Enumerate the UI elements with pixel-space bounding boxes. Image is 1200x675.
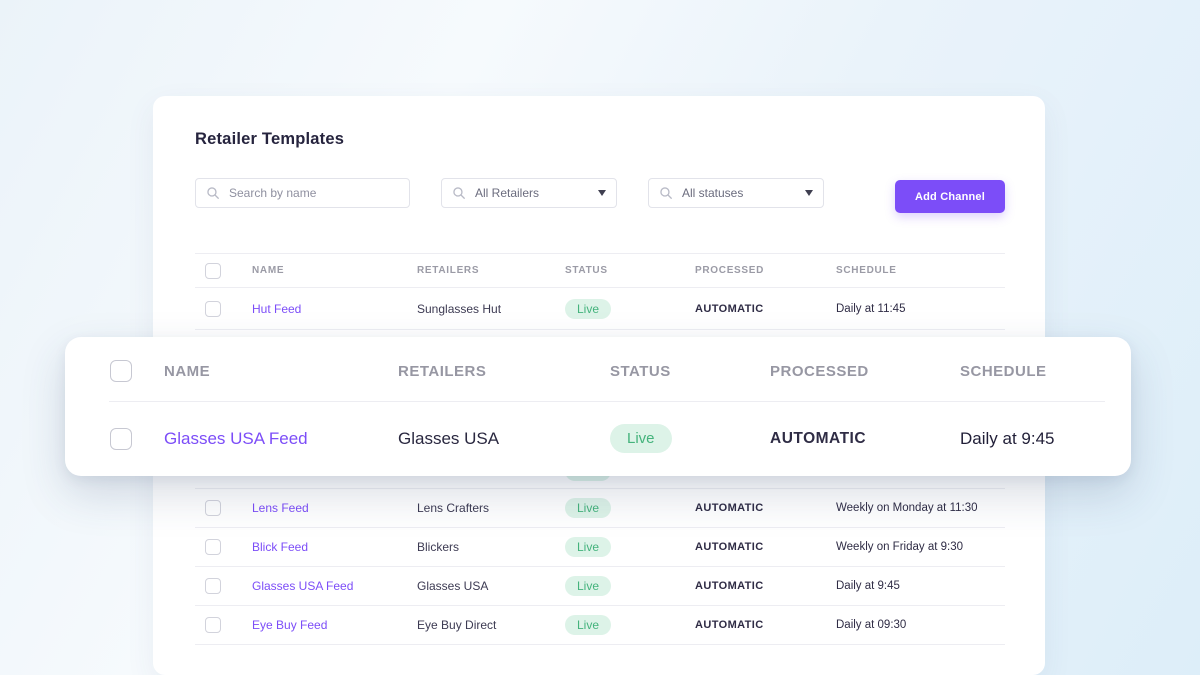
retailers-filter-value: All Retailers xyxy=(475,186,540,200)
templates-table: NAME RETAILERS STATUS PROCESSED SCHEDULE… xyxy=(195,253,1005,645)
status-badge: Live xyxy=(565,537,612,557)
zoomed-row-callout-card: NAME RETAILERS STATUS PROCESSED SCHEDULE… xyxy=(65,337,1131,476)
filter-bar: All Retailers All statuses Add Channel xyxy=(153,178,1045,214)
processed-cell: AUTOMATIC xyxy=(695,302,764,315)
row-checkbox[interactable] xyxy=(205,539,221,555)
processed-cell: AUTOMATIC xyxy=(695,541,764,553)
column-header-name: NAME xyxy=(164,362,211,380)
schedule-cell: Weekly on Friday at 9:30 xyxy=(836,541,963,553)
schedule-cell: Daily at 11:45 xyxy=(836,302,906,315)
row-checkbox[interactable] xyxy=(205,300,221,317)
column-header-status: STATUS xyxy=(565,265,608,276)
column-header-retailers: RETAILERS xyxy=(417,265,480,276)
feed-name-link[interactable]: Glasses USA Feed xyxy=(252,579,354,593)
row-checkbox[interactable] xyxy=(205,578,221,594)
schedule-cell: Daily at 9:45 xyxy=(836,580,900,592)
status-badge: Live xyxy=(565,298,612,319)
table-row: Blick Feed Blickers Live AUTOMATIC Weekl… xyxy=(195,528,1005,567)
table-header-row: NAME RETAILERS STATUS PROCESSED SCHEDULE xyxy=(195,253,1005,288)
retailer-cell: Blickers xyxy=(417,540,460,554)
retailer-cell: Eye Buy Direct xyxy=(417,618,497,632)
statuses-filter-value: All statuses xyxy=(682,186,744,200)
processed-cell: AUTOMATIC xyxy=(770,429,867,447)
retailer-cell: Glasses USA xyxy=(417,579,489,593)
column-header-processed: PROCESSED xyxy=(695,265,765,276)
retailer-cell: Lens Crafters xyxy=(417,501,490,515)
status-badge: Live xyxy=(565,615,612,635)
caret-down-icon xyxy=(805,190,813,196)
search-icon xyxy=(453,187,465,199)
status-badge: Live xyxy=(565,498,612,518)
processed-cell: AUTOMATIC xyxy=(695,619,764,631)
column-header-schedule: SCHEDULE xyxy=(960,362,1047,380)
processed-cell: AUTOMATIC xyxy=(695,502,764,514)
table-row: Glasses USA Feed Glasses USA Live AUTOMA… xyxy=(195,567,1005,606)
row-checkbox[interactable] xyxy=(110,427,132,450)
feed-name-link[interactable]: Blick Feed xyxy=(252,540,309,554)
feed-name-link[interactable]: Eye Buy Feed xyxy=(252,618,328,632)
column-header-name: NAME xyxy=(252,265,285,276)
callout-table-row: Glasses USA Feed Glasses USA Live AUTOMA… xyxy=(65,401,1131,476)
schedule-cell: Daily at 09:30 xyxy=(836,619,907,631)
column-header-schedule: SCHEDULE xyxy=(836,265,897,276)
status-badge: Live xyxy=(565,576,612,596)
search-icon xyxy=(660,187,672,199)
column-header-retailers: RETAILERS xyxy=(398,362,487,380)
row-checkbox[interactable] xyxy=(205,500,221,516)
table-row: Lens Feed Lens Crafters Live AUTOMATIC W… xyxy=(195,489,1005,528)
table-row: Eye Buy Feed Eye Buy Direct Live AUTOMAT… xyxy=(195,606,1005,645)
feed-name-link[interactable]: Glasses USA Feed xyxy=(164,428,308,448)
page-title: Retailer Templates xyxy=(195,130,345,148)
search-icon xyxy=(207,187,219,199)
row-checkbox[interactable] xyxy=(205,617,221,633)
retailer-cell: Glasses USA xyxy=(398,428,500,448)
column-header-status: STATUS xyxy=(610,362,671,380)
add-channel-button[interactable]: Add Channel xyxy=(895,180,1005,213)
retailer-cell: Sunglasses Hut xyxy=(417,301,502,316)
select-all-checkbox[interactable] xyxy=(205,262,221,279)
status-badge: Live xyxy=(610,424,672,453)
schedule-cell: Weekly on Monday at 11:30 xyxy=(836,502,978,514)
column-header-processed: PROCESSED xyxy=(770,362,869,380)
statuses-filter-dropdown[interactable]: All statuses xyxy=(648,178,824,208)
feed-name-link[interactable]: Lens Feed xyxy=(252,501,309,515)
feed-name-link[interactable]: Hut Feed xyxy=(252,301,302,316)
divider xyxy=(109,401,1105,402)
select-all-checkbox[interactable] xyxy=(110,360,132,382)
search-input-field[interactable] xyxy=(229,186,399,200)
processed-cell: AUTOMATIC xyxy=(695,580,764,592)
retailers-filter-dropdown[interactable]: All Retailers xyxy=(441,178,617,208)
table-row: Hut Feed Sunglasses Hut Live AUTOMATIC D… xyxy=(195,288,1005,330)
schedule-cell: Daily at 9:45 xyxy=(960,428,1055,448)
search-input[interactable] xyxy=(195,178,410,208)
caret-down-icon xyxy=(598,190,606,196)
callout-header-row: NAME RETAILERS STATUS PROCESSED SCHEDULE xyxy=(65,341,1131,401)
